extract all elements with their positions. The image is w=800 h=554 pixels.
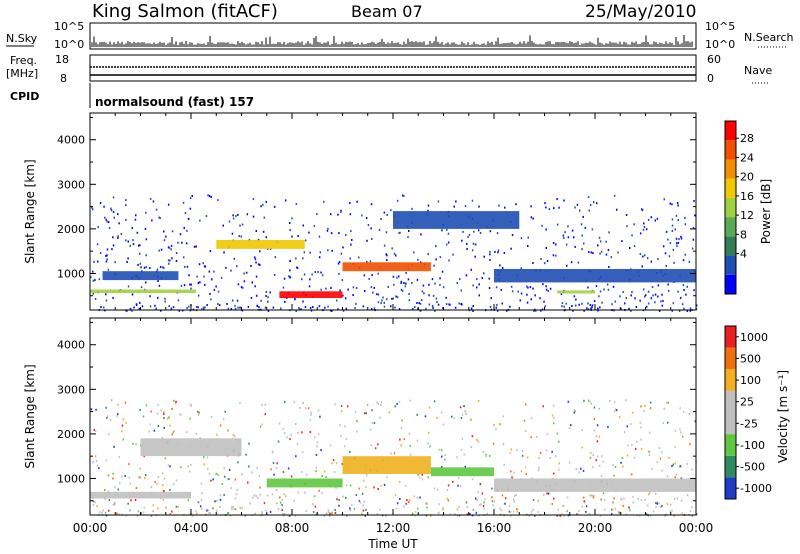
colorbar-tick-0: 1000 [740, 331, 768, 344]
nsky-tick-top: 10^5 [54, 20, 84, 33]
colorbar-tick-3: 16 [740, 190, 754, 203]
power-band-3 [279, 291, 343, 298]
colorbar-tick-5: -100 [740, 439, 765, 452]
y-tick-label-3: 4000 [57, 339, 85, 352]
y-tick-label-1: 2000 [57, 428, 85, 441]
power-band-1 [102, 271, 179, 281]
y-tick-label-2: 3000 [57, 178, 85, 191]
colorbar-segment-2 [725, 236, 736, 256]
colorbar-tick-2: 20 [740, 171, 754, 184]
colorbar-tick-2: 100 [740, 374, 761, 387]
nave-tick-top: 60 [707, 53, 721, 66]
x-tick-label-5: 20:00 [578, 521, 613, 535]
colorbar-tick-4: -25 [740, 417, 758, 430]
colorbar-segment-2 [725, 434, 736, 456]
y-tick-label-1: 2000 [57, 223, 85, 236]
colorbar-segment-8 [725, 121, 736, 141]
velocity-panel: 1000 2000 3000 4000 00:00 04:00 08:00 12:00 16:… [23, 317, 790, 535]
power-band-5 [393, 211, 520, 229]
station-title: King Salmon (fitACF) [92, 1, 278, 22]
colorbar-segment-5 [725, 369, 736, 391]
colorbar-segment-3 [725, 217, 736, 237]
colorbar-tick-7: -1000 [740, 482, 772, 495]
colorbar-tick-6: 4 [740, 248, 747, 261]
power-band-6 [494, 269, 696, 283]
colorbar-segment-1 [725, 455, 736, 478]
x-tick-label-3: 12:00 [376, 521, 411, 535]
nave-label: Nave [744, 64, 772, 77]
nsky-tick-bottom: 10^0 [54, 38, 84, 51]
y-tick-label-3: 4000 [57, 134, 85, 147]
y-tick-label-0: 1000 [57, 472, 85, 485]
velocity-band-0 [90, 491, 191, 499]
nsky-strip: N.Sky 10^5 10^0 10^5 10^0 N.Search [6, 20, 794, 51]
freq-strip: Freq. [MHz] 18 8 60 0 Nave [6, 53, 772, 85]
nsearch-tick-top: 10^5 [705, 20, 735, 33]
beam-title: Beam 07 [351, 2, 423, 21]
freq-tick-top: 18 [55, 53, 69, 66]
power-band-0 [90, 289, 197, 294]
colorbar-tick-4: 12 [740, 209, 754, 222]
power-colorbar-label: Power [dB] [759, 179, 773, 244]
colorbar-segment-5 [725, 178, 736, 198]
x-tick-label-1: 04:00 [174, 521, 209, 535]
velocity-ylabel: Slant Range [km] [23, 364, 37, 468]
freq-tick-bottom: 8 [60, 72, 67, 85]
x-tick-label-4: 16:00 [477, 521, 512, 535]
colorbar-segment-3 [725, 412, 736, 435]
nsearch-tick-bottom: 10^0 [705, 38, 735, 51]
x-tick-label-0: 00:00 [73, 521, 108, 535]
power-band-7 [557, 290, 595, 294]
velocity-band-3 [342, 456, 431, 474]
velocity-band-4 [430, 467, 494, 477]
velocity-band-5 [494, 478, 696, 492]
colorbar-segment-4 [725, 390, 736, 413]
x-axis-label: Time UT [367, 537, 418, 551]
power-band-2 [216, 240, 305, 249]
colorbar-segment-1 [725, 255, 736, 275]
colorbar-segment-7 [725, 326, 736, 348]
nave-tick-bottom: 0 [707, 72, 714, 85]
power-band-4 [342, 262, 431, 272]
colorbar-segment-0 [725, 274, 736, 294]
power-panel: 1000 2000 3000 4000 Slant Range [km] 28 24 20… [23, 112, 773, 312]
freq-label-2: [MHz] [6, 67, 38, 80]
nsky-label: N.Sky [6, 32, 38, 45]
colorbar-segment-4 [725, 197, 736, 218]
colorbar-tick-6: -500 [740, 461, 765, 474]
cpid-text: normalsound (fast) 157 [95, 95, 254, 109]
nsearch-label: N.Search [744, 31, 794, 44]
nsky-trace [91, 35, 693, 47]
date-title: 25/May/2010 [585, 2, 697, 22]
colorbar-tick-5: 8 [740, 228, 747, 241]
colorbar-tick-1: 500 [740, 352, 761, 365]
velocity-band-2 [266, 478, 343, 488]
colorbar-segment-0 [725, 477, 736, 499]
colorbar-segment-6 [725, 347, 736, 370]
colorbar-segment-7 [725, 140, 736, 160]
x-tick-label-6: 00:00 [679, 521, 714, 535]
colorbar-tick-1: 24 [740, 151, 754, 164]
y-tick-label-0: 1000 [57, 267, 85, 280]
freq-label-1: Freq. [10, 54, 37, 67]
colorbar-segment-6 [725, 159, 736, 179]
colorbar-tick-3: 25 [740, 396, 754, 409]
colorbar-tick-0: 28 [740, 132, 754, 145]
velocity-colorbar-label: Velocity [m s⁻¹] [776, 370, 790, 463]
x-tick-label-2: 08:00 [275, 521, 310, 535]
power-ylabel: Slant Range [km] [23, 159, 37, 263]
cpid-label: CPID [10, 90, 39, 103]
velocity-band-1 [140, 438, 242, 457]
y-tick-label-2: 3000 [57, 383, 85, 396]
